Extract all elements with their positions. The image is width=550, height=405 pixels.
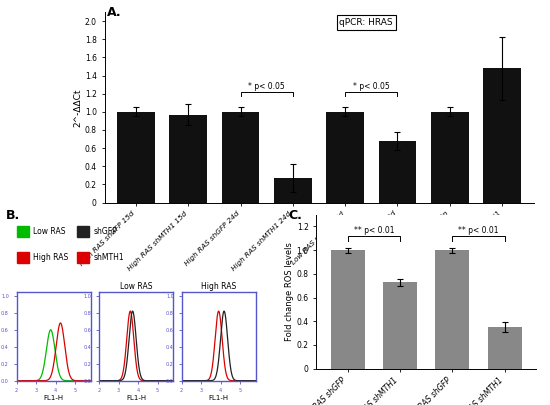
Y-axis label: Fold change ROS levels: Fold change ROS levels — [285, 242, 294, 341]
Text: A.: A. — [107, 6, 122, 19]
Text: * p< 0.05: * p< 0.05 — [353, 82, 390, 91]
X-axis label: FL1-H: FL1-H — [43, 395, 64, 401]
FancyBboxPatch shape — [16, 226, 29, 237]
Bar — [274, 178, 312, 202]
FancyBboxPatch shape — [16, 252, 29, 263]
Bar — [326, 112, 364, 202]
Y-axis label: 2^-ΔΔCt: 2^-ΔΔCt — [73, 88, 82, 127]
Bar — [383, 282, 417, 369]
FancyBboxPatch shape — [77, 226, 89, 237]
FancyBboxPatch shape — [77, 252, 89, 263]
Text: shGFP: shGFP — [94, 227, 117, 236]
X-axis label: FL1-H: FL1-H — [126, 395, 146, 401]
Bar — [488, 327, 522, 369]
Text: ** p< 0.01: ** p< 0.01 — [458, 226, 499, 235]
Text: * p< 0.05: * p< 0.05 — [248, 82, 285, 91]
Bar — [169, 115, 207, 202]
Bar — [378, 141, 416, 202]
Text: qPCR: HRAS: qPCR: HRAS — [339, 18, 393, 27]
Title: High RAS: High RAS — [201, 282, 236, 291]
Text: High RAS: High RAS — [33, 253, 68, 262]
Text: C.: C. — [289, 209, 302, 222]
Bar — [331, 250, 365, 369]
X-axis label: FL1-H: FL1-H — [208, 395, 229, 401]
Bar — [483, 68, 521, 202]
Text: Low RAS: Low RAS — [33, 227, 65, 236]
Text: shMTH1: shMTH1 — [94, 253, 124, 262]
Bar — [222, 112, 260, 202]
Bar — [436, 250, 470, 369]
Text: B.: B. — [6, 209, 20, 222]
Bar — [431, 112, 469, 202]
Text: ** p< 0.01: ** p< 0.01 — [354, 226, 394, 235]
Title: Low RAS: Low RAS — [120, 282, 152, 291]
Bar — [117, 112, 155, 202]
